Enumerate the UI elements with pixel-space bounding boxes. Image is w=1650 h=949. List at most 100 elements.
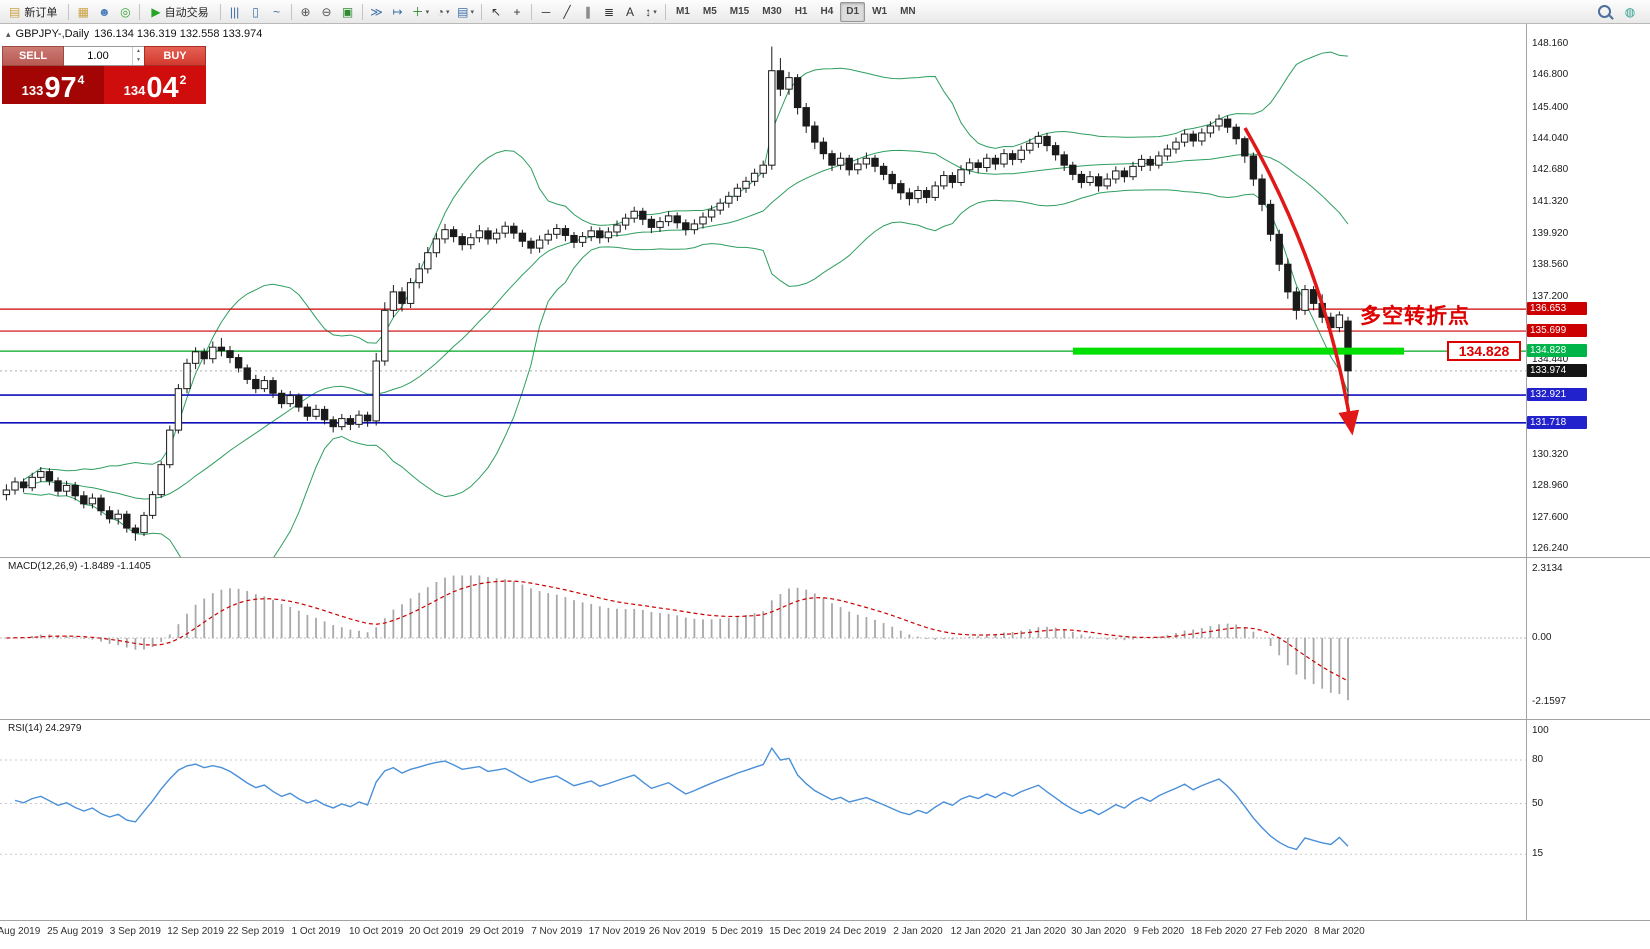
trend-arrow[interactable] <box>1243 127 1360 436</box>
date-label[interactable]: 27 Feb 2020 <box>1251 926 1308 937</box>
line-chart-button[interactable]: ~ <box>267 2 287 22</box>
price-tick: 137.200 <box>1532 290 1569 302</box>
date-label[interactable]: 12 Sep 2019 <box>167 926 224 937</box>
timeframe-m15-button[interactable]: M15 <box>729 6 750 17</box>
new-order-button[interactable]: ▤ 新订单 <box>2 2 64 22</box>
zoom-in-button[interactable]: ⊕ <box>296 2 316 22</box>
timeframe-mn-button[interactable]: MN <box>900 6 916 17</box>
timeframe-h4-button[interactable]: H4 <box>820 6 834 17</box>
trendline-button[interactable]: ╱ <box>557 2 577 22</box>
ask-main: 134 <box>123 83 146 98</box>
date-label[interactable]: 7 Nov 2019 <box>531 926 583 937</box>
date-label[interactable]: 20 Oct 2019 <box>409 926 464 937</box>
date-label[interactable]: 22 Sep 2019 <box>227 926 285 937</box>
price-tick: 145.400 <box>1532 101 1569 113</box>
zoom-out-button[interactable]: ⊖ <box>317 2 337 22</box>
price-tick: 144.040 <box>1532 132 1569 144</box>
ask-price[interactable]: 134 04 2 <box>104 66 206 104</box>
bar-chart-button[interactable]: ||| <box>225 2 245 22</box>
timeframe-m30-button[interactable]: M30 <box>762 6 782 17</box>
date-label[interactable]: 3 Sep 2019 <box>109 926 161 937</box>
templates-button[interactable]: ▤ ▾ <box>454 2 477 22</box>
date-label[interactable]: 26 Nov 2019 <box>648 926 706 937</box>
price-callout-box[interactable]: 134.828 <box>1447 341 1521 361</box>
one-click-trading-panel: SELL ▲ ▼ BUY 133 97 4 134 04 2 <box>2 46 206 104</box>
turning-point-annotation[interactable]: 多空转折点 <box>1360 305 1470 328</box>
bid-price[interactable]: 133 97 4 <box>2 66 104 104</box>
cursor-button[interactable]: ↖ <box>486 2 506 22</box>
crosshair-button[interactable]: + <box>507 2 527 22</box>
horizontal-line-icon: ─ <box>541 4 551 19</box>
date-label[interactable]: 30 Jan 2020 <box>1071 926 1127 937</box>
date-label[interactable]: 18 Feb 2020 <box>1190 926 1248 937</box>
chart-window-button[interactable]: ▦ <box>73 2 93 22</box>
bollinger-bands[interactable] <box>23 51 1349 557</box>
date-label[interactable]: 24 Dec 2019 <box>829 926 887 937</box>
text-label-button[interactable]: A <box>620 2 640 22</box>
search-button[interactable] <box>1594 2 1614 22</box>
date-label[interactable]: 1 Oct 2019 <box>291 926 341 937</box>
stepper-down-icon[interactable]: ▼ <box>136 57 141 63</box>
equidistant-channel-button[interactable]: ∥ <box>578 2 598 22</box>
community-button[interactable]: ◍ <box>1620 2 1640 22</box>
lot-size-input[interactable] <box>64 49 132 63</box>
green-highlight-segment[interactable] <box>1073 347 1404 355</box>
toolbar-separator <box>361 3 363 20</box>
panel-separator[interactable] <box>0 719 1650 720</box>
macd-indicator-chart[interactable] <box>0 557 1526 719</box>
date-label[interactable]: 5 Aug 2019 <box>0 926 41 937</box>
price-chart[interactable] <box>0 24 1526 557</box>
date-label[interactable]: 10 Oct 2019 <box>348 926 404 937</box>
toolbar-separator <box>664 3 666 20</box>
profiles-button[interactable]: ☻ <box>94 2 114 22</box>
text-label-icon: A <box>625 4 634 19</box>
stepper-up-icon[interactable]: ▲ <box>136 48 141 54</box>
date-label[interactable]: 25 Aug 2019 <box>47 926 104 937</box>
date-label[interactable]: 8 Mar 2020 <box>1314 926 1365 937</box>
zoom-in-icon: ⊕ <box>300 4 311 19</box>
zoom-out-icon: ⊖ <box>321 4 332 19</box>
horizontal-level-lines[interactable] <box>0 308 1526 424</box>
date-label[interactable]: 17 Nov 2019 <box>588 926 646 937</box>
horizontal-line-button[interactable]: ─ <box>536 2 556 22</box>
sell-button[interactable]: SELL <box>2 46 64 66</box>
auto-scroll-button[interactable]: ≫ <box>367 2 387 22</box>
timeframe-m5-button[interactable]: M5 <box>702 6 717 17</box>
buy-button[interactable]: BUY <box>144 46 206 66</box>
caret-down-icon: ▾ <box>470 8 474 16</box>
date-label[interactable]: 9 Feb 2020 <box>1133 926 1185 937</box>
price-tick: 127.600 <box>1532 511 1569 523</box>
crosshair-icon: + <box>513 4 521 19</box>
indicators-button[interactable]: ＋ ▾ <box>409 2 433 22</box>
timeframe-w1-button[interactable]: W1 <box>872 6 888 17</box>
date-label[interactable]: 29 Oct 2019 <box>469 926 524 937</box>
rsi-indicator-chart[interactable] <box>0 719 1526 920</box>
rsi-label: RSI(14) 24.2979 <box>8 723 82 734</box>
timeframe-m1-button[interactable]: M1 <box>675 6 690 17</box>
price-badge: 131.718 <box>1527 415 1587 429</box>
macd-histogram <box>14 575 1349 701</box>
timeframe-h1-button[interactable]: H1 <box>794 6 808 17</box>
autotrade-button[interactable]: ▶ 自动交易 <box>144 2 215 22</box>
community-icon: ◍ <box>1624 4 1636 19</box>
macd-scale-tick: 2.3134 <box>1532 562 1563 574</box>
date-label[interactable]: 12 Jan 2020 <box>950 926 1006 937</box>
date-label[interactable]: 21 Jan 2020 <box>1010 926 1066 937</box>
fibonacci-button[interactable]: ≣ <box>599 2 619 22</box>
news-button[interactable]: ◎ <box>115 2 135 22</box>
price-tick: 146.800 <box>1532 69 1569 81</box>
arrows-button[interactable]: ↕ ▾ <box>641 2 661 22</box>
chart-shift-button[interactable]: ↦ <box>388 2 408 22</box>
tile-windows-button[interactable]: ▣ <box>338 2 358 22</box>
date-label[interactable]: 2 Jan 2020 <box>893 926 943 937</box>
panel-separator[interactable] <box>0 557 1650 558</box>
timeframe-d1-button[interactable]: D1 <box>840 1 866 22</box>
candle-chart-button[interactable]: ▯ <box>246 2 266 22</box>
date-label[interactable]: 15 Dec 2019 <box>769 926 826 937</box>
chart-window-icon: ▦ <box>77 4 90 19</box>
rsi-line <box>14 746 1349 851</box>
date-label[interactable]: 5 Dec 2019 <box>711 926 763 937</box>
rsi-scale-tick: 50 <box>1532 797 1544 809</box>
periods-button[interactable]: ◔ ▾ <box>433 2 453 22</box>
symbol-icon: ▴ <box>6 28 11 39</box>
